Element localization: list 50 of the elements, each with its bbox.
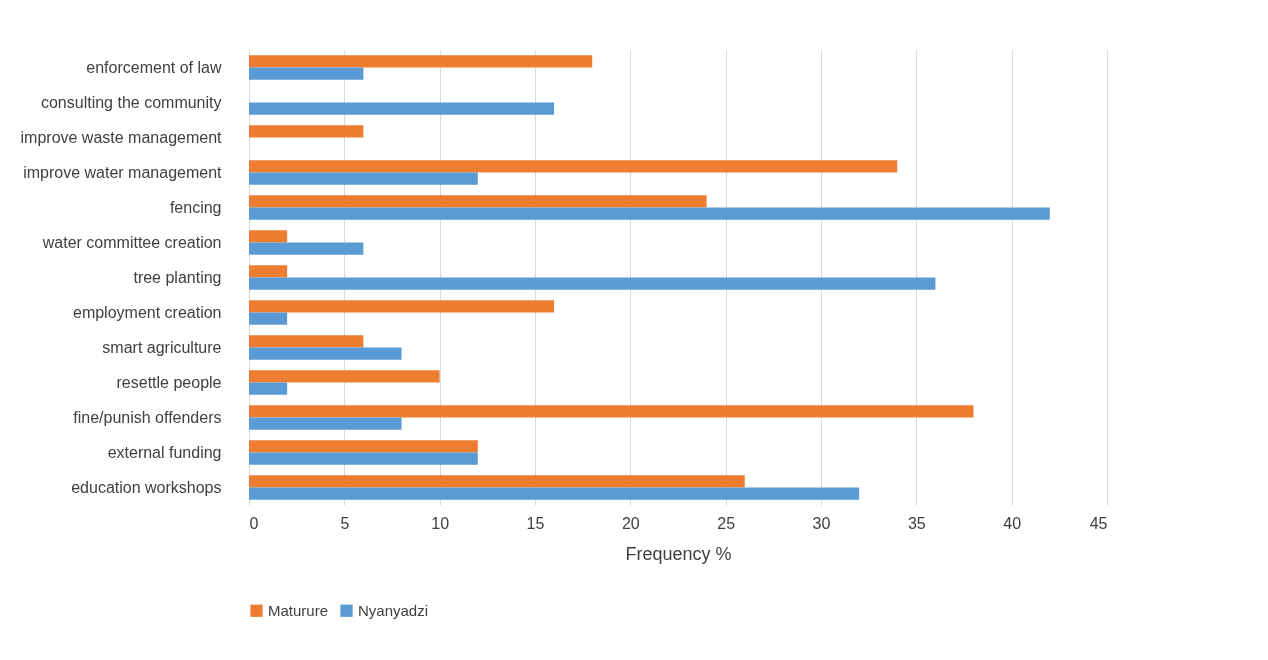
x-tick-label: 45 <box>1089 514 1108 532</box>
legend-label: Maturure <box>268 601 329 619</box>
x-tick-label: 40 <box>1003 514 1022 532</box>
bar <box>249 347 402 360</box>
x-tick-label: 0 <box>249 514 259 532</box>
y-tick-label: fine/punish offenders <box>73 408 222 426</box>
bar <box>249 487 860 500</box>
y-tick-label: resettle people <box>116 373 222 391</box>
bar <box>249 475 745 488</box>
bar <box>249 417 402 430</box>
y-tick-label: fencing <box>169 198 222 216</box>
y-tick-label: external funding <box>107 443 222 461</box>
y-tick-label: water committee creation <box>41 233 222 251</box>
bar <box>249 55 593 68</box>
y-tick-label: smart agriculture <box>102 338 222 356</box>
bar <box>249 125 364 138</box>
bar <box>249 277 936 290</box>
x-tick-label: 5 <box>340 514 350 532</box>
y-tick-label: employment creation <box>72 303 222 321</box>
x-tick-label: 20 <box>621 514 640 532</box>
bar <box>249 172 478 185</box>
y-tick-label: enforcement of law <box>86 58 222 76</box>
bar <box>249 67 364 80</box>
bar <box>249 160 898 173</box>
bar <box>249 440 478 453</box>
x-tick-label: 30 <box>812 514 831 532</box>
y-tick-label: improve water management <box>23 163 223 181</box>
bar <box>249 370 440 383</box>
y-tick-label: improve waste management <box>20 128 223 146</box>
bar <box>249 300 555 313</box>
legend-label: Nyanyadzi <box>358 601 429 619</box>
x-tick-label: 35 <box>907 514 926 532</box>
bar <box>249 405 974 418</box>
x-axis-title: Frequency % <box>625 543 732 564</box>
y-tick-label: tree planting <box>133 268 222 286</box>
x-tick-label: 25 <box>717 514 736 532</box>
bar <box>249 230 288 243</box>
y-tick-label: education workshops <box>71 478 222 496</box>
bar <box>249 382 288 395</box>
bar <box>249 312 288 325</box>
bar <box>249 242 364 255</box>
x-tick-label: 10 <box>431 514 450 532</box>
y-tick-label: consulting the community <box>40 93 222 111</box>
bar <box>249 452 478 465</box>
bar <box>249 207 1050 220</box>
bar <box>249 265 288 278</box>
x-tick-label: 15 <box>526 514 545 532</box>
bar <box>249 335 364 348</box>
bar <box>249 195 707 208</box>
bar <box>249 102 555 115</box>
